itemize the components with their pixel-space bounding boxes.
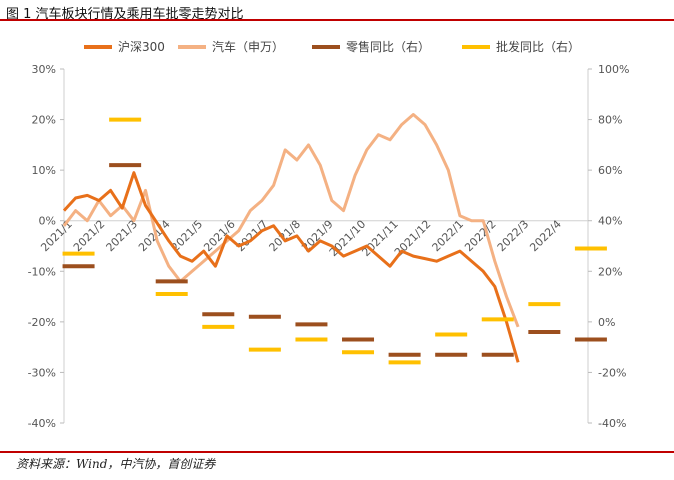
chart-title: 图 1 汽车板块行情及乘用车批零走势对比: [6, 7, 244, 22]
left-tick-label: 0%: [39, 215, 56, 228]
footer-rule: [0, 451, 674, 453]
right-tick-label: 80%: [598, 114, 622, 127]
left-tick-label: 30%: [32, 63, 56, 76]
x-tick-label: 2022/2: [462, 218, 499, 255]
left-tick-label: 20%: [32, 114, 56, 127]
hs300-line: [62, 171, 520, 363]
left-tick-label: 10%: [32, 164, 56, 177]
left-tick-label: -10%: [28, 265, 56, 278]
x-tick-label: 2022/1: [430, 218, 467, 255]
source-note: 资料来源：Wind，中汽协，首创证券: [16, 457, 216, 471]
legend-label: 汽车（申万）: [212, 39, 284, 54]
x-tick-label: 2021/2: [71, 218, 108, 255]
right-tick-label: 100%: [598, 63, 629, 76]
auto-sw-line: [62, 113, 520, 328]
right-tick-label: -40%: [598, 417, 626, 430]
right-tick-label: -20%: [598, 366, 626, 379]
legend-label: 零售同比（右）: [346, 39, 430, 54]
legend-label: 沪深300: [118, 40, 165, 54]
right-tick-label: 20%: [598, 265, 622, 278]
left-tick-label: -30%: [28, 366, 56, 379]
right-tick-label: 40%: [598, 215, 622, 228]
right-tick-label: 0%: [598, 316, 615, 329]
left-tick-label: -20%: [28, 316, 56, 329]
x-tick-label: 2021/12: [392, 218, 434, 260]
x-tick-label: 2021/7: [234, 218, 271, 255]
title-rule: [0, 19, 674, 21]
x-tick-label: 2022/4: [527, 218, 564, 255]
chart: 30% 20% 10% 0% -10% -20% -30% -40% 100% 80% 60% 40%…: [28, 39, 630, 430]
x-tick-label: 2021/3: [104, 218, 141, 255]
right-tick-label: 60%: [598, 164, 622, 177]
legend-label: 批发同比（右）: [496, 39, 580, 54]
x-tick-label: 2022/3: [495, 218, 532, 255]
left-tick-label: -40%: [28, 417, 56, 430]
